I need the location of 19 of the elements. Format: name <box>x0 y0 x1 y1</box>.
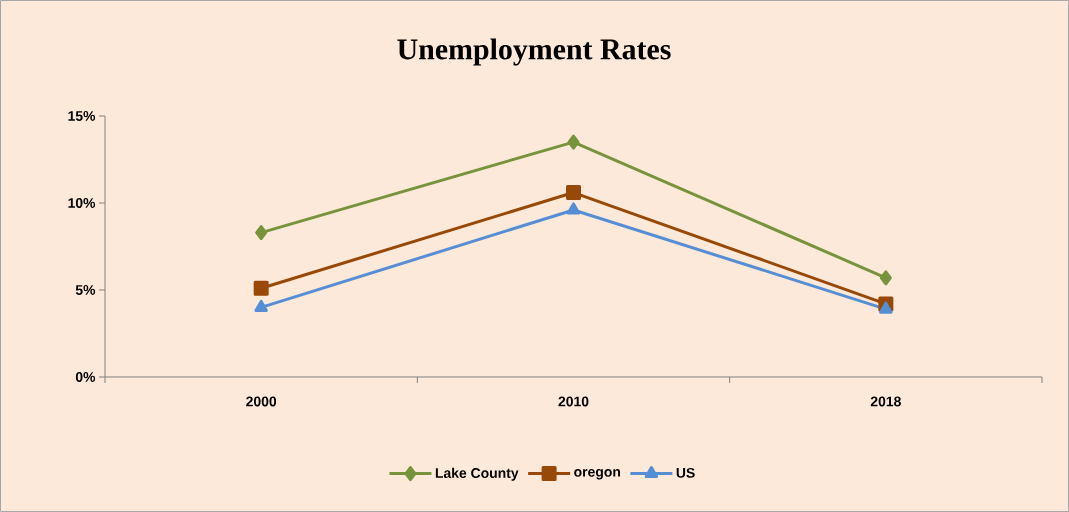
y-tick-label: 5% <box>75 285 96 295</box>
point <box>255 225 268 241</box>
point <box>566 185 582 201</box>
legend-label: Lake County <box>435 467 519 481</box>
legend-label: US <box>676 467 695 478</box>
y-tick-label: 15% <box>68 111 96 121</box>
x-tick-label: 2000 <box>246 396 277 407</box>
point <box>567 134 580 150</box>
legend-label: oregon <box>574 469 621 480</box>
x-tick-label: 2010 <box>558 396 589 407</box>
point <box>253 280 269 296</box>
y-tick-label: 0% <box>75 372 96 382</box>
point <box>879 301 893 314</box>
x-tick-label: 2018 <box>870 396 901 407</box>
point <box>566 202 581 215</box>
chart-title: Unemployment Rates <box>397 38 671 66</box>
point <box>254 299 268 312</box>
point <box>879 270 892 286</box>
y-tick-label: 10% <box>68 198 96 208</box>
